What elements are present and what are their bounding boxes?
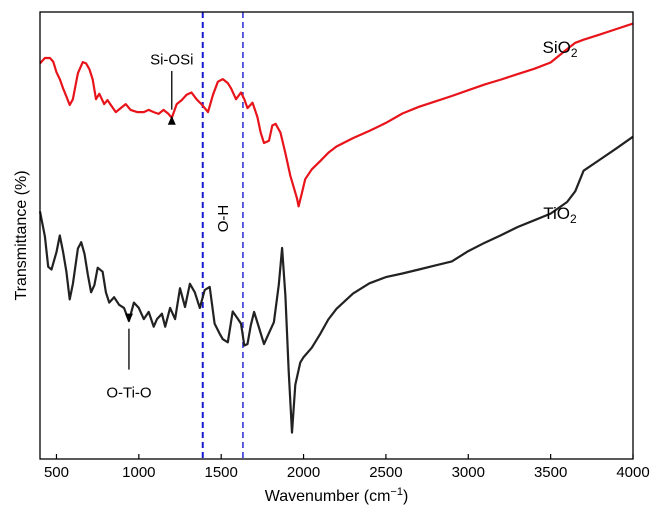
x-axis-ticks: 500 1000 1500 2000 2500 3000 3500 4000 — [44, 454, 650, 481]
series-line-sio2 — [39, 22, 634, 208]
x-axis-title: Wavenumber (cm−1) — [265, 486, 409, 505]
x-tick-label-1000: 1000 — [122, 464, 155, 481]
x-tick-label-3500: 3500 — [534, 464, 567, 481]
annotation-o-ti-o: O-Ti-O — [106, 384, 151, 401]
plot-area — [38, 12, 634, 459]
axes-frame — [39, 11, 634, 460]
annotation-arrow-head-1 — [124, 313, 133, 323]
series-line-tio2 — [38, 135, 634, 434]
annotation-o-h: O-H — [215, 205, 232, 233]
series-label-sio2: SiO2 — [542, 38, 577, 60]
annotation-si-osi: Si-OSi — [150, 52, 193, 69]
x-tick-label-2500: 2500 — [369, 464, 402, 481]
annotation-arrow-head-0 — [167, 115, 176, 125]
x-tick-label-1500: 1500 — [205, 464, 238, 481]
x-tick-label-4000: 4000 — [616, 464, 649, 481]
series-label-tio2: TiO2 — [543, 204, 577, 226]
x-tick-label-500: 500 — [44, 464, 69, 481]
x-tick-label-2000: 2000 — [287, 464, 320, 481]
x-tick-label-3000: 3000 — [452, 464, 485, 481]
y-axis-title: Transmittance (%) — [13, 170, 30, 300]
